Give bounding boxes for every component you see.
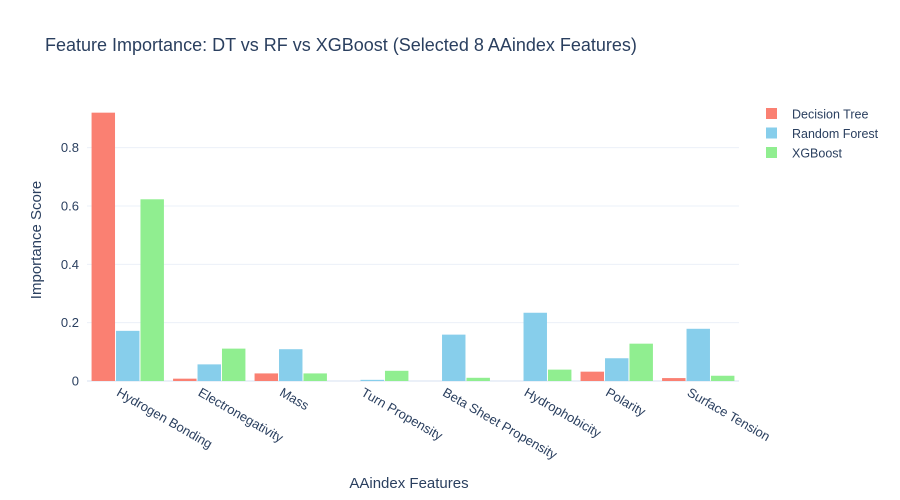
bar xyxy=(254,373,279,381)
bar xyxy=(91,112,116,382)
bar xyxy=(547,369,572,381)
bar xyxy=(442,334,466,381)
bar xyxy=(140,199,164,381)
y-tick-label: 0 xyxy=(72,374,79,389)
bar xyxy=(384,370,409,381)
x-tick-label: Mass xyxy=(277,385,312,414)
bar xyxy=(116,330,140,381)
bar xyxy=(303,373,327,381)
legend-swatch xyxy=(766,147,777,158)
x-axis-title: AAindex Features xyxy=(349,475,468,492)
bar xyxy=(173,378,197,381)
bar xyxy=(221,348,246,381)
bar xyxy=(360,379,384,381)
x-tick-label: Turn Propensity xyxy=(359,385,446,444)
y-tick-label: 0.4 xyxy=(61,257,79,272)
bar xyxy=(686,328,710,381)
y-axis-title: Importance Score xyxy=(28,181,45,299)
legend: Decision Tree Random Forest XGBoost xyxy=(766,108,879,161)
bar xyxy=(466,377,490,381)
x-tick-label: Polarity xyxy=(603,385,648,420)
y-tick-label: 0.2 xyxy=(61,315,79,330)
bars xyxy=(91,112,735,382)
legend-swatch xyxy=(766,127,777,139)
legend-swatch xyxy=(766,108,777,119)
bar xyxy=(662,378,686,381)
legend-label: Decision Tree xyxy=(792,108,868,122)
y-tick-label: 0.8 xyxy=(61,140,79,155)
legend-label: XGBoost xyxy=(792,147,843,161)
y-axis-ticks: 0 0.2 0.4 0.6 0.8 xyxy=(61,140,79,388)
bar xyxy=(279,349,303,381)
bar xyxy=(523,312,547,381)
bar xyxy=(605,358,629,381)
chart-title: Feature Importance: DT vs RF vs XGBoost … xyxy=(45,35,637,55)
legend-label: Random Forest xyxy=(792,127,879,141)
bar xyxy=(197,364,221,381)
x-tick-label: Surface Tension xyxy=(685,385,773,444)
bar xyxy=(580,371,605,381)
bar xyxy=(629,343,653,381)
x-tick-label: Hydrophobicity xyxy=(522,385,604,441)
bar xyxy=(710,375,735,381)
y-tick-label: 0.6 xyxy=(61,199,79,214)
